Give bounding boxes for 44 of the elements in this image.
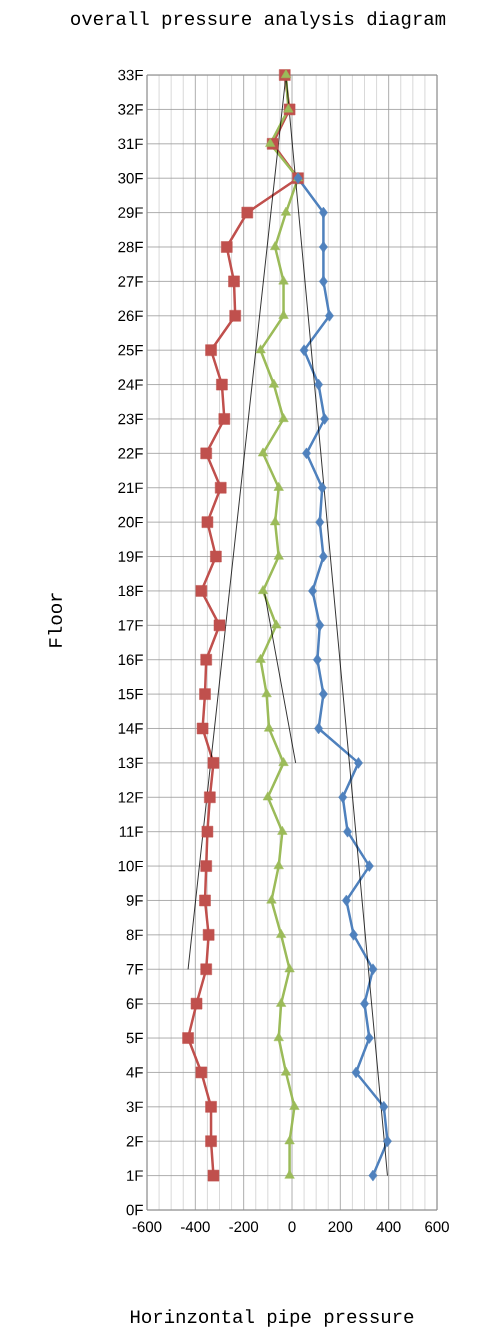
y-tick-label: 20F: [118, 516, 143, 528]
x-tick-label: 400: [376, 1221, 401, 1233]
y-tick-label: 19F: [118, 551, 143, 562]
y-tick-label: 10F: [118, 860, 143, 872]
chart-title: overall pressure analysis diagram: [71, 11, 446, 29]
y-tick-label: 22F: [118, 448, 143, 459]
y-tick-label: 14F: [118, 723, 143, 734]
y-tick-label: 1F: [127, 1170, 143, 1181]
y-tick-label: 13F: [118, 757, 143, 769]
y-tick-label: 28F: [118, 241, 143, 253]
y-tick-label: 18F: [118, 585, 143, 597]
y-tick-label: 15F: [118, 688, 143, 700]
y-tick-label: 12F: [118, 792, 143, 803]
y-tick-label: 25F: [118, 344, 143, 356]
y-tick-label: 8F: [126, 929, 143, 941]
y-tick-label: 27F: [118, 276, 143, 287]
x-tick-label: -600: [132, 1221, 162, 1233]
y-tick-label: 32F: [118, 104, 143, 115]
x-tick-label: 600: [425, 1221, 449, 1233]
y-tick-label: 2F: [126, 1135, 143, 1147]
y-tick-label: 23F: [118, 413, 143, 425]
y-tick-label: 5F: [126, 1032, 143, 1044]
x-tick-label: 0: [288, 1221, 296, 1233]
y-tick-label: 24F: [118, 379, 143, 390]
y-tick-label: 33F: [118, 69, 143, 81]
y-tick-label: 9F: [126, 895, 143, 906]
y-tick-label: 6F: [126, 998, 143, 1009]
y-tick-label: 3F: [126, 1101, 143, 1113]
y-axis-title: Floor: [48, 593, 62, 647]
x-axis-title: Horinzontal pipe pressure: [130, 1309, 414, 1327]
y-tick-label: 16F: [118, 654, 143, 666]
y-tick-label: 11F: [119, 826, 143, 837]
x-tick-label: -200: [229, 1221, 259, 1233]
y-tick-label: 21F: [118, 482, 143, 493]
y-tick-label: 26F: [118, 310, 143, 322]
x-tick-label: -400: [180, 1221, 210, 1233]
y-tick-label: 29F: [118, 207, 143, 218]
y-tick-label: 30F: [118, 172, 143, 184]
y-tick-label: 0F: [126, 1204, 143, 1216]
y-tick-label: 7F: [126, 964, 143, 975]
y-tick-label: 17F: [118, 620, 143, 631]
y-tick-label: 4F: [126, 1067, 143, 1078]
y-tick-label: 31F: [118, 138, 143, 150]
x-tick-label: 200: [328, 1221, 353, 1233]
